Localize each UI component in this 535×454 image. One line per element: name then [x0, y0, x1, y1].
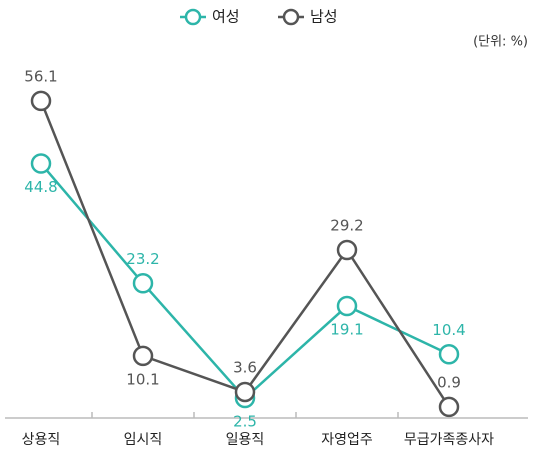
unit-note: (단위: %) [473, 35, 528, 50]
x-tick-label: 임시직 [124, 432, 163, 448]
legend-label: 남성 [310, 8, 338, 26]
data-label: 23.2 [126, 250, 159, 268]
data-label: 56.1 [24, 67, 57, 85]
data-label: 10.4 [432, 321, 465, 339]
data-label: 2.5 [233, 413, 257, 431]
data-label: 10.1 [126, 370, 159, 388]
data-label: 19.1 [330, 321, 363, 339]
legend-marker [184, 8, 202, 26]
point-marker [132, 345, 154, 367]
point-marker [438, 396, 460, 418]
point-marker [234, 381, 256, 403]
point-marker [30, 90, 52, 112]
data-label: 29.2 [330, 217, 363, 235]
x-tick-label: 상용직 [22, 432, 61, 448]
point-marker [336, 295, 358, 317]
data-label: 0.9 [437, 373, 461, 391]
x-tick-label: 무급가족종사자 [404, 432, 494, 448]
point-marker [438, 344, 460, 365]
data-label: 3.6 [233, 358, 257, 376]
x-tick-label: 자영업주 [321, 432, 373, 448]
point-marker [336, 239, 358, 261]
legend-marker [282, 8, 300, 26]
point-marker [30, 153, 52, 174]
legend-label: 여성 [212, 8, 240, 26]
point-marker [132, 273, 154, 294]
data-label: 44.8 [24, 178, 57, 196]
x-tick-label: 일용직 [226, 432, 265, 448]
